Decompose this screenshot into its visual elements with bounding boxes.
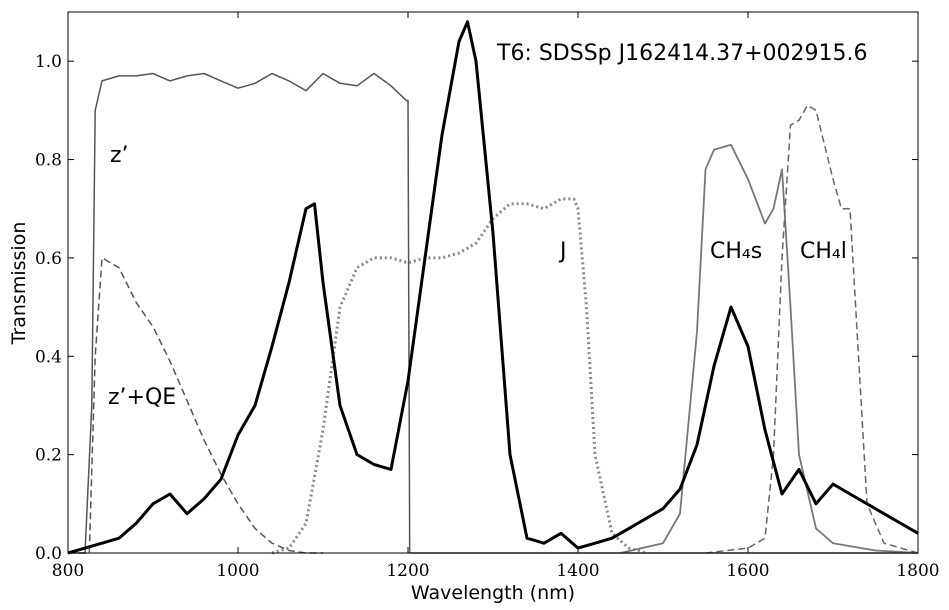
y-tick-label: 0.0: [35, 544, 62, 564]
series-line: [620, 143, 919, 554]
annotation: CH₄l: [800, 239, 847, 264]
annotation: J: [558, 239, 567, 264]
y-axis-label: Transmission: [8, 222, 30, 346]
x-tick-label: 1400: [556, 561, 599, 581]
y-tick-label: 0.6: [35, 249, 62, 269]
series-line: [68, 72, 918, 554]
y-tick-label: 0.8: [35, 151, 62, 171]
x-tick-label: 1000: [216, 561, 259, 581]
series-line: [271, 197, 647, 555]
annotation: CH₄s: [710, 239, 762, 264]
x-tick-label: 1800: [896, 561, 939, 581]
annotation: z’: [110, 143, 129, 168]
y-tick-label: 0.2: [35, 446, 62, 466]
x-tick-label: 800: [52, 561, 84, 581]
x-axis-label: Wavelength (nm): [411, 582, 575, 604]
y-tick-label: 1.0: [35, 52, 62, 72]
y-tick-label: 0.4: [35, 347, 62, 367]
series-line: [705, 104, 919, 554]
series-line: [67, 20, 919, 555]
x-tick-label: 1600: [726, 561, 769, 581]
series-line: [68, 257, 323, 554]
annotation: z’+QE: [108, 385, 176, 410]
chart-title: T6: SDSSp J162414.37+002915.6: [496, 41, 868, 66]
x-tick-label: 1200: [386, 561, 429, 581]
plot-frame: [67, 11, 919, 554]
